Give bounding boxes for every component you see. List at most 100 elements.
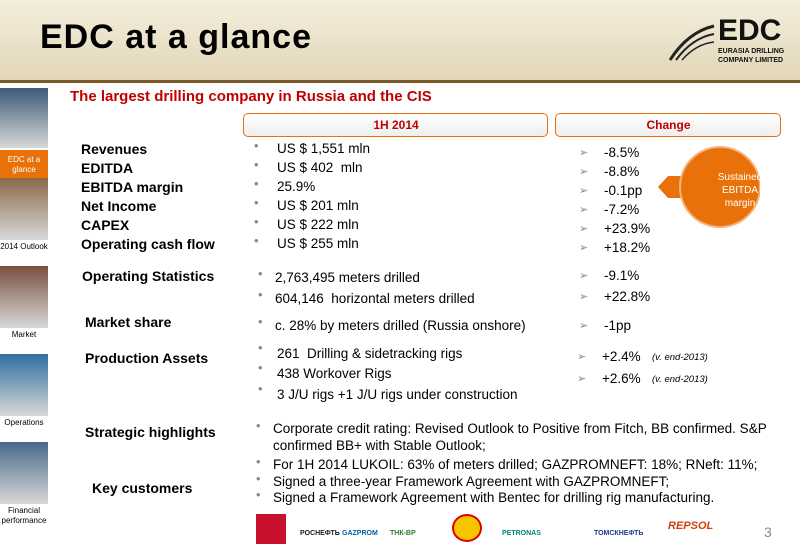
row-change: -8.8% [604, 164, 640, 179]
sidebar-image [0, 178, 48, 240]
row-label: EBITDA margin [81, 179, 184, 195]
row-change: -1pp [604, 318, 632, 333]
row-change: +22.8% [604, 289, 651, 304]
row-change: +23.9% [604, 221, 651, 236]
subtitle: The largest drilling company in Russia a… [70, 88, 432, 105]
row-change: +2.4% [602, 349, 641, 364]
arrow: ➢ [579, 320, 589, 332]
bullet: • [256, 471, 261, 486]
row-value: 2,763,495 meters drilled [275, 270, 420, 285]
sidebar-tab[interactable]: Operations [4, 418, 44, 427]
row-value: 3 J/U rigs +1 J/U rigs under constructio… [277, 387, 518, 402]
arrow: ➢ [579, 166, 589, 178]
column-title: Change [646, 118, 691, 132]
arrow: ➢ [577, 373, 587, 385]
arrow: ➢ [579, 223, 589, 235]
row-label: Operating cash flow [81, 236, 215, 252]
logo-swoosh [668, 24, 715, 61]
row-note: (v. end-2013) [652, 352, 708, 363]
row-change: +18.2% [604, 240, 651, 255]
bullet: • [258, 314, 263, 329]
sidebar-image [0, 266, 48, 328]
column-title: 1H 2014 [373, 118, 419, 132]
row-value: US $ 255 mln [277, 236, 359, 251]
logo-line: COMPANY LIMITED [718, 57, 784, 64]
logo-name: EDC [718, 14, 782, 47]
row-value: 25.9% [277, 179, 316, 194]
row-label: Net Income [81, 198, 157, 214]
arrow: ➢ [579, 291, 589, 303]
row-change: +2.6% [602, 371, 641, 386]
row-label: EDITDA [81, 160, 134, 176]
arrow: ➢ [579, 147, 589, 159]
header-rule [0, 80, 800, 83]
sidebar-tab[interactable]: Financial performance [1, 506, 47, 525]
row-change: -7.2% [604, 202, 640, 217]
row-label: Strategic highlights [85, 424, 216, 440]
customer-logo: PETRONAS [502, 530, 541, 537]
row-change: -9.1% [604, 268, 640, 283]
customer-logo: REPSOL [668, 520, 714, 532]
row-label: Revenues [81, 141, 148, 157]
row-value: 604,146 horizontal meters drilled [275, 291, 475, 306]
row-label: Market share [85, 314, 172, 330]
highlight: Signed a three-year Framework Agreement … [273, 474, 670, 489]
row-label: Key customers [92, 480, 193, 496]
customer-logo: ТНК-ВР [390, 530, 416, 537]
row-value: US $ 402 mln [277, 160, 363, 175]
bullet: • [254, 195, 259, 210]
arrow: ➢ [579, 204, 589, 216]
page-number: 3 [764, 524, 772, 540]
bullet: • [254, 138, 259, 153]
bullet: • [254, 157, 259, 172]
arrow: ➢ [577, 351, 587, 363]
row-change: -0.1pp [604, 183, 643, 198]
bullet: • [256, 418, 261, 433]
logo-line: EURASIA DRILLING [718, 48, 785, 55]
bullet: • [254, 214, 259, 229]
bullet: • [256, 487, 261, 502]
logo-mark [256, 514, 286, 544]
arrow: ➢ [579, 270, 589, 282]
bullet: • [254, 233, 259, 248]
bullet: • [258, 266, 263, 281]
sidebar-tab[interactable]: Market [11, 330, 37, 339]
row-label: Operating Statistics [82, 268, 215, 284]
badge-text: Sustained EBITDA margin [717, 172, 763, 209]
highlight: Signed a Framework Agreement with Bentec… [273, 490, 715, 505]
header-bar [0, 0, 800, 80]
column-header [243, 113, 548, 137]
arrow: ➢ [579, 242, 589, 254]
row-value: US $ 222 mln [277, 217, 359, 232]
bullet: • [258, 340, 263, 355]
row-change: -8.5% [604, 145, 640, 160]
bullet: • [256, 454, 261, 469]
highlight: Corporate credit rating: Revised Outlook… [273, 421, 767, 453]
row-value: US $ 1,551 mln [277, 141, 371, 156]
customer-logo: ТОМСКНЕФТЬ [594, 530, 644, 537]
column-header [555, 113, 781, 137]
bullet: • [258, 287, 263, 302]
customer-logo: GAZPROM [342, 530, 378, 537]
row-value: 438 Workover Rigs [277, 366, 392, 381]
row-value: US $ 201 mln [277, 198, 359, 213]
arrow: ➢ [579, 185, 589, 197]
sidebar-image [0, 442, 48, 504]
bullet: • [258, 381, 263, 396]
slide-title: EDC at a glance [40, 18, 312, 56]
bullet: • [254, 176, 259, 191]
row-label: CAPEX [81, 217, 130, 233]
sidebar-tab[interactable]: 2014 Outlook [0, 242, 48, 251]
row-label: Production Assets [85, 350, 209, 366]
sidebar-image [0, 354, 48, 416]
sidebar-tab[interactable]: EDC at a glance [0, 150, 48, 180]
badge [658, 146, 760, 228]
row-note: (v. end-2013) [652, 374, 708, 385]
logo-mark [452, 514, 482, 542]
sidebar-image [0, 88, 48, 148]
customer-logo: РОСНЕФТЬ [300, 530, 340, 537]
highlight: For 1H 2014 LUKOIL: 63% of meters drille… [273, 457, 758, 472]
row-value: 261 Drilling & sidetracking rigs [277, 346, 463, 361]
row-value: c. 28% by meters drilled (Russia onshore… [275, 318, 526, 333]
